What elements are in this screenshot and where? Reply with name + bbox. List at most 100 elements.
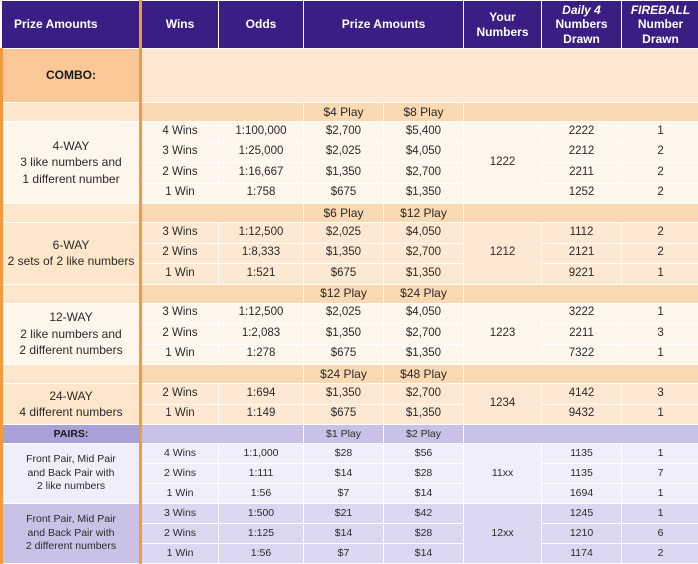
play-band-row: $24 Play$48 Play xyxy=(2,365,698,384)
wins-cell: 2 Wins xyxy=(141,384,219,405)
fireball-cell: 1 xyxy=(622,264,698,285)
fireball-cell: 1 xyxy=(622,344,698,365)
your-numbers-cell: 12xx xyxy=(464,504,542,564)
fireball-cell: 2 xyxy=(622,163,698,184)
your-numbers-cell: 1223 xyxy=(464,303,542,365)
fireball-cell: 3 xyxy=(622,324,698,345)
play-band-spacer xyxy=(141,284,304,303)
prize-play1-cell: $2,700 xyxy=(304,122,384,143)
prize-play1-cell: $1,350 xyxy=(304,163,384,184)
play-label-1: $6 Play xyxy=(304,204,384,223)
header-fireball-title: FIREBALL xyxy=(631,3,690,17)
wins-cell: 1 Win xyxy=(141,344,219,365)
header-daily4-sub: Numbers Drawn xyxy=(542,17,621,46)
daily4-drawn-cell: 1252 xyxy=(542,183,622,204)
odds-cell: 1:56 xyxy=(219,544,304,564)
wins-cell: 1 Win xyxy=(141,404,219,425)
wins-cell: 4 Wins xyxy=(141,444,219,464)
prize-play1-cell: $675 xyxy=(304,344,384,365)
odds-cell: 1:694 xyxy=(219,384,304,405)
header-daily4-numbers-drawn: Daily 4 Numbers Drawn xyxy=(542,1,622,49)
fireball-cell: 3 xyxy=(622,384,698,405)
wins-cell: 1 Win xyxy=(141,183,219,204)
prize-play2-cell: $14 xyxy=(384,484,464,504)
prize-play2-cell: $1,350 xyxy=(384,264,464,285)
daily4-drawn-cell: 1210 xyxy=(542,524,622,544)
play-label-2: $48 Play xyxy=(384,365,464,384)
header-prize-amounts-left: Prize Amounts xyxy=(2,1,141,49)
group-name-line: 4 different numbers xyxy=(3,404,139,420)
pairs-section-row: PAIRS:$1 Play$2 Play xyxy=(2,425,698,444)
play-band-spacer-right xyxy=(464,103,698,122)
wins-cell: 1 Win xyxy=(141,264,219,285)
play-band-spacer xyxy=(141,103,304,122)
prize-play1-cell: $1,350 xyxy=(304,384,384,405)
daily4-drawn-cell: 9432 xyxy=(542,404,622,425)
fireball-cell: 2 xyxy=(622,142,698,163)
prize-play2-cell: $28 xyxy=(384,464,464,484)
daily4-drawn-cell: 2211 xyxy=(542,163,622,184)
group-name-line: 2 like numbers xyxy=(3,480,139,494)
odds-cell: 1:125 xyxy=(219,524,304,544)
fireball-cell: 1 xyxy=(622,122,698,143)
daily4-drawn-cell: 1174 xyxy=(542,544,622,564)
daily4-drawn-cell: 1135 xyxy=(542,464,622,484)
fireball-cell: 1 xyxy=(622,303,698,324)
fireball-cell: 1 xyxy=(622,444,698,464)
odds-cell: 1:8,333 xyxy=(219,243,304,264)
group-name-line: Front Pair, Mid Pair xyxy=(3,453,139,467)
your-numbers-cell: 1222 xyxy=(464,122,542,204)
odds-cell: 1:2,083 xyxy=(219,324,304,345)
prize-play2-cell: $4,050 xyxy=(384,223,464,244)
daily4-drawn-cell: 2121 xyxy=(542,243,622,264)
odds-cell: 1:16,667 xyxy=(219,163,304,184)
daily4-drawn-cell: 7322 xyxy=(542,344,622,365)
prize-play1-cell: $28 xyxy=(304,444,384,464)
play-label-1: $12 Play xyxy=(304,284,384,303)
fireball-cell: 2 xyxy=(622,183,698,204)
header-fireball-number-drawn: FIREBALL Number Drawn xyxy=(622,1,698,49)
daily4-drawn-cell: 2211 xyxy=(542,324,622,345)
daily4-drawn-cell: 1135 xyxy=(542,444,622,464)
wins-cell: 4 Wins xyxy=(141,122,219,143)
combo-label: COMBO: xyxy=(2,49,141,103)
header-odds: Odds xyxy=(219,1,304,49)
combo-label-spacer xyxy=(141,49,698,103)
odds-cell: 1:100,000 xyxy=(219,122,304,143)
prize-play1-cell: $7 xyxy=(304,484,384,504)
daily4-drawn-cell: 3222 xyxy=(542,303,622,324)
group-name-line: 1 different number xyxy=(3,171,139,187)
wins-cell: 2 Wins xyxy=(141,243,219,264)
wins-cell: 2 Wins xyxy=(141,324,219,345)
prize-play1-cell: $14 xyxy=(304,524,384,544)
group-name-line: 12-WAY xyxy=(3,309,139,325)
daily4-drawn-cell: 1694 xyxy=(542,484,622,504)
wins-cell: 2 Wins xyxy=(141,464,219,484)
odds-cell: 1:758 xyxy=(219,183,304,204)
prize-play2-cell: $2,700 xyxy=(384,243,464,264)
header-fireball-sub: Number Drawn xyxy=(622,17,698,46)
play-band-spacer-right xyxy=(464,365,698,384)
wins-cell: 2 Wins xyxy=(141,524,219,544)
odds-cell: 1:12,500 xyxy=(219,303,304,324)
group-name-line: 2 like numbers and xyxy=(3,326,139,342)
odds-cell: 1:278 xyxy=(219,344,304,365)
prize-play1-cell: $7 xyxy=(304,544,384,564)
odds-cell: 1:25,000 xyxy=(219,142,304,163)
play-band-row: $6 Play$12 Play xyxy=(2,204,698,223)
play-label-2: $12 Play xyxy=(384,204,464,223)
daily4-drawn-cell: 4142 xyxy=(542,384,622,405)
play-label-2: $24 Play xyxy=(384,284,464,303)
group-name-line: and Back Pair with xyxy=(3,527,139,541)
fireball-cell: 2 xyxy=(622,243,698,264)
prize-play1-cell: $1,350 xyxy=(304,324,384,345)
odds-cell: 1:56 xyxy=(219,484,304,504)
prize-play2-cell: $56 xyxy=(384,444,464,464)
